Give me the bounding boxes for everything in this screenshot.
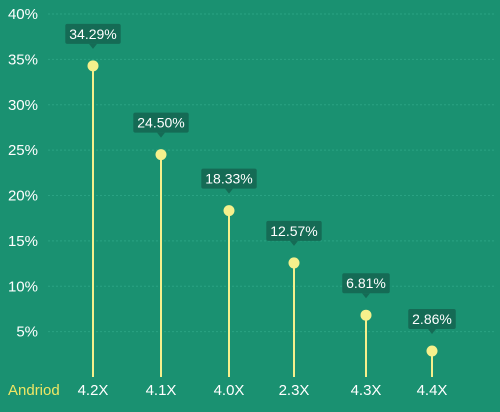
y-tick-label: 40%	[8, 6, 38, 23]
x-axis-title: Andriod	[8, 382, 60, 399]
data-label: 6.81%	[346, 275, 386, 291]
data-label: 24.50%	[137, 115, 184, 131]
y-tick-label: 30%	[8, 97, 38, 114]
data-label: 12.57%	[270, 223, 317, 239]
data-label-box	[266, 220, 322, 241]
y-axis-ticks: 5% 10% 15% 20% 25% 30% 35% 40%	[8, 6, 38, 341]
data-label: 2.86%	[412, 311, 452, 327]
data-label-pointer	[157, 132, 165, 138]
x-tick-label: 4.2X	[78, 382, 109, 399]
data-label: 18.33%	[205, 171, 252, 187]
x-tick-label: 4.3X	[351, 382, 382, 399]
data-label-box	[65, 23, 121, 44]
data-label: 34.29%	[69, 26, 116, 42]
data-label-pointer	[225, 188, 233, 194]
data-point	[426, 345, 438, 357]
data-point	[155, 149, 167, 161]
y-tick-label: 15%	[8, 233, 38, 250]
x-axis-ticks: 4.2X 4.1X 4.0X 2.3X 4.3X 4.4X	[78, 382, 448, 399]
data-label-pointer	[362, 293, 370, 299]
y-tick-label: 25%	[8, 142, 38, 159]
data-label-box	[133, 112, 189, 133]
y-tick-label: 10%	[8, 278, 38, 295]
data-label-box	[342, 273, 390, 294]
data-label-box	[201, 168, 257, 189]
data-point	[360, 309, 372, 321]
y-tick-label: 35%	[8, 51, 38, 68]
y-tick-label: 5%	[16, 324, 38, 341]
y-tick-label: 20%	[8, 188, 38, 205]
series: 34.29% 24.50% 18.33% 12.57% 6.81% 2.86%	[65, 23, 456, 377]
x-tick-label: 4.0X	[214, 382, 245, 399]
data-point	[87, 60, 99, 72]
x-tick-label: 2.3X	[279, 382, 310, 399]
x-tick-label: 4.4X	[417, 382, 448, 399]
gridlines	[48, 13, 496, 333]
data-label-pointer	[428, 329, 436, 335]
data-point	[223, 205, 235, 217]
data-label-pointer	[89, 43, 97, 49]
x-tick-label: 4.1X	[146, 382, 177, 399]
data-label-pointer	[290, 240, 298, 246]
data-label-box	[408, 309, 456, 330]
data-point	[288, 257, 300, 269]
